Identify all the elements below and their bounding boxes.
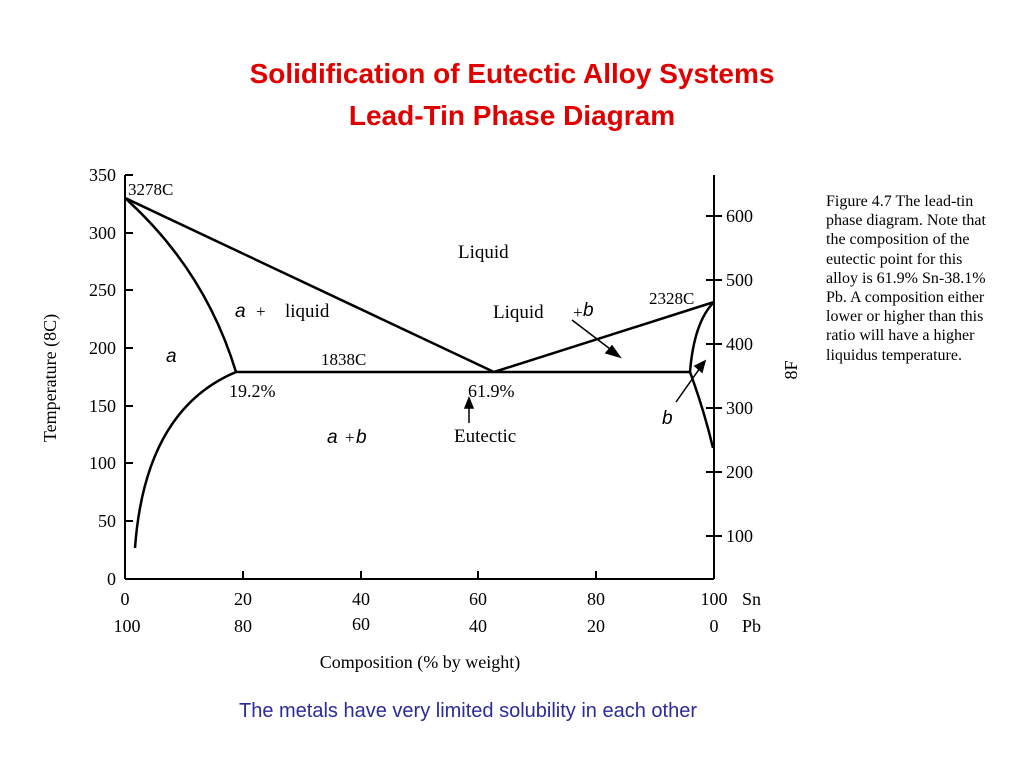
alpha-beta-plus: + xyxy=(345,428,355,447)
right-tick-labels: 600 500 400 300 200 100 xyxy=(726,206,753,546)
phase-curves xyxy=(124,196,715,549)
x-tick-pb-40: 40 xyxy=(469,616,487,636)
sn-melting-point-label: 2328C xyxy=(649,289,694,308)
y-tick-250: 250 xyxy=(89,280,116,300)
left-composition-label: 19.2% xyxy=(229,381,276,401)
f-tick-200: 200 xyxy=(726,462,753,482)
alpha-beta-b: b xyxy=(356,427,367,448)
f-tick-400: 400 xyxy=(726,334,753,354)
y-tick-50: 50 xyxy=(98,511,116,531)
x-tick-pb-100: 100 xyxy=(114,616,141,636)
x-tick-sn-60: 60 xyxy=(469,589,487,609)
liquidus-right xyxy=(493,300,715,374)
x-tick-sn-100: 100 xyxy=(701,589,728,609)
eutectic-temperature-label: 1838C xyxy=(321,350,366,369)
x-tick-sn-0: 0 xyxy=(121,589,130,609)
x-axis-pb-label: Pb xyxy=(742,616,761,636)
x-axis-sn-label: Sn xyxy=(742,589,761,609)
bottom-ticks xyxy=(242,571,597,579)
figure-caption: Figure 4.7 The lead-tin phase diagram. N… xyxy=(826,193,986,364)
y-tick-300: 300 xyxy=(89,223,116,243)
f-tick-100: 100 xyxy=(726,526,753,546)
slide-title-line-2: Lead-Tin Phase Diagram xyxy=(348,100,676,131)
alpha-liquid-word: liquid xyxy=(285,301,330,322)
solvus-right xyxy=(688,371,715,449)
f-tick-600: 600 xyxy=(726,206,753,226)
alpha-beta-a: a xyxy=(327,427,338,448)
x-tick-labels-pb: 100 80 60 40 20 0 xyxy=(114,614,719,636)
x-tick-labels-sn: 0 20 40 60 80 100 xyxy=(121,589,728,609)
x-tick-sn-80: 80 xyxy=(587,589,605,609)
slide-footer-note: The metals have very limited solubility … xyxy=(239,700,697,722)
alpha-liquid-plus: + xyxy=(256,302,266,321)
alpha-liquid-alpha: a xyxy=(235,301,246,322)
liquid-beta-b: b xyxy=(583,300,594,321)
left-tick-labels: 350 300 250 200 150 100 50 0 xyxy=(89,165,116,589)
beta-region-label: b xyxy=(662,408,673,429)
liquid-region-label: Liquid xyxy=(458,242,509,263)
f-tick-300: 300 xyxy=(726,398,753,418)
x-tick-pb-20: 20 xyxy=(587,616,605,636)
y-tick-150: 150 xyxy=(89,396,116,416)
x-tick-pb-60: 60 xyxy=(352,614,370,634)
y-tick-100: 100 xyxy=(89,453,116,473)
left-ticks xyxy=(125,174,133,522)
arrows xyxy=(463,319,707,423)
y-tick-200: 200 xyxy=(89,338,116,358)
right-ticks xyxy=(706,215,722,537)
x-tick-sn-40: 40 xyxy=(352,589,370,609)
eutectic-composition-label: 61.9% xyxy=(468,381,515,401)
y-tick-0: 0 xyxy=(107,569,116,589)
x-tick-sn-20: 20 xyxy=(234,589,252,609)
liquid-beta-plus: + xyxy=(573,303,583,322)
solidus-right xyxy=(688,301,715,373)
x-axis-label: Composition (% by weight) xyxy=(320,652,521,673)
y-axis-label-fahrenheit: 8F xyxy=(781,360,801,379)
x-tick-pb-0: 0 xyxy=(710,616,719,636)
pb-melting-point-label: 3278C xyxy=(128,180,173,199)
solidus-left xyxy=(124,197,238,373)
slide-title-line-1: Solidification of Eutectic Alloy Systems xyxy=(249,58,775,89)
eutectic-point-label: Eutectic xyxy=(454,426,516,447)
y-axis-label-celsius: Temperature (8C) xyxy=(40,314,61,442)
liquidus-left xyxy=(124,196,495,374)
f-tick-500: 500 xyxy=(726,270,753,290)
y-tick-350: 350 xyxy=(89,165,116,185)
x-tick-pb-80: 80 xyxy=(234,616,252,636)
liquid-beta-word: Liquid xyxy=(493,302,544,323)
solvus-left xyxy=(133,370,237,549)
alpha-region-label: a xyxy=(166,346,177,367)
